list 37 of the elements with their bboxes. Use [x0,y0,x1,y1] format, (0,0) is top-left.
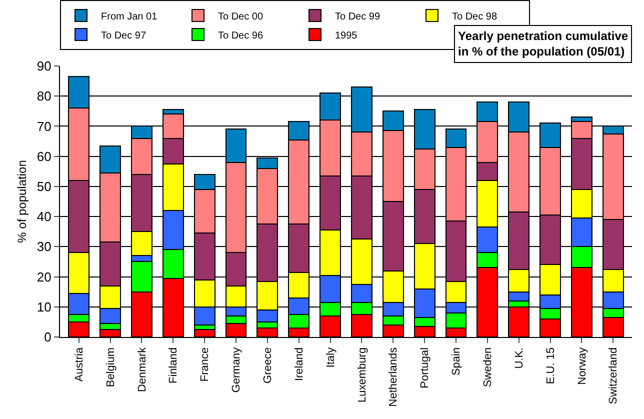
x-tick-label: E.U. 15 [544,347,557,384]
x-tick-label: Denmark [136,346,148,392]
x-tick-label: Finland [168,347,180,384]
y-tick-label: 0 [44,330,52,345]
legend-label: From Jan 01 [101,11,158,22]
legend-label: To Dec 00 [218,11,264,22]
x-tick-label: Germany [230,346,243,393]
x-tick-label: Spain [450,347,463,376]
legend-label: To Dec 99 [335,11,380,22]
y-tick-label: 70 [36,118,52,134]
x-tick-label: Portugal [419,347,432,388]
y-tick-label: 50 [36,178,52,194]
legend-label: 1995 [335,30,358,42]
y-axis-title: % of population [15,160,29,243]
y-tick-label: 60 [36,148,52,164]
x-tick-label: U.K. [513,347,526,369]
y-tick-label: 30 [36,239,52,254]
y-tick-label: 90 [36,58,52,74]
x-tick-label: Netherlands [388,346,400,407]
x-tick-label: France [199,347,212,382]
x-tick-label: Italy [324,346,337,368]
x-tick-label: Austria [73,346,86,382]
x-tick-label: Greece [262,347,274,384]
x-tick-label: Norway [576,346,588,385]
x-tick-label: Belgium [104,347,117,388]
x-tick-label: Ireland [293,347,306,382]
chart-title: Yearly penetration cumulative in % of the population (05/01) [458,29,628,59]
x-tick-label: Switzerland [608,347,620,404]
y-tick-label: 20 [36,269,52,284]
y-tick-label: 80 [36,88,52,104]
legend-label: To Dec 97 [101,30,146,42]
x-tick-label: Luxemburg [356,347,368,402]
legend-label: To Dec 98 [452,11,498,22]
x-tick-label: Sweden [482,347,494,388]
y-tick-label: 10 [36,299,52,314]
y-tick-label: 40 [36,209,52,224]
legend-label: To Dec 96 [218,30,264,42]
